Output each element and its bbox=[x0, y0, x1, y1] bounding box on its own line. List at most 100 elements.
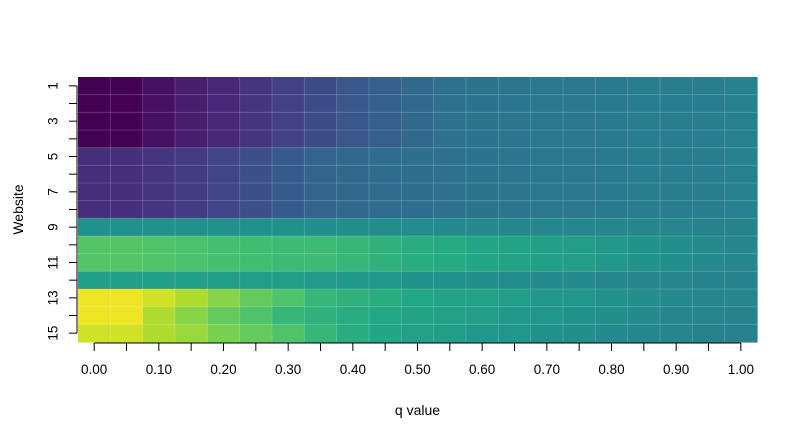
heatmap-cell bbox=[175, 112, 208, 131]
heatmap-cell bbox=[595, 200, 629, 219]
heatmap-cell bbox=[175, 94, 208, 113]
heatmap-cell bbox=[110, 147, 144, 166]
heatmap-cell bbox=[110, 130, 144, 149]
heatmap-cell bbox=[563, 200, 596, 219]
heatmap-cell bbox=[724, 306, 758, 325]
heatmap-cell bbox=[724, 253, 758, 272]
heatmap-cell bbox=[401, 253, 435, 272]
heatmap-cell bbox=[433, 271, 467, 290]
heatmap-cell bbox=[175, 130, 208, 149]
heatmap-cell bbox=[530, 77, 564, 96]
heatmap-cell bbox=[498, 324, 532, 343]
heatmap-cell bbox=[369, 218, 402, 237]
heatmap-cell bbox=[336, 271, 370, 290]
heatmap-cell bbox=[207, 253, 241, 272]
heatmap-cell bbox=[401, 271, 435, 290]
heatmap-cell bbox=[304, 306, 338, 325]
heatmap-cell bbox=[207, 306, 241, 325]
heatmap-cell bbox=[563, 306, 596, 325]
heatmap-cell bbox=[369, 200, 402, 219]
heatmap-cell bbox=[498, 183, 532, 202]
heatmap-cell bbox=[692, 112, 726, 131]
heatmap-cell bbox=[110, 77, 144, 96]
heatmap-cell bbox=[692, 271, 726, 290]
heatmap-cell bbox=[627, 130, 661, 149]
heatmap-cell bbox=[142, 94, 176, 113]
heatmap-cell bbox=[272, 324, 305, 343]
heatmap-cell bbox=[692, 289, 726, 308]
heatmap-cell bbox=[530, 200, 564, 219]
heatmap-cell bbox=[466, 130, 499, 149]
heatmap-cell bbox=[175, 324, 208, 343]
heatmap-cell bbox=[207, 94, 241, 113]
heatmap-cell bbox=[466, 218, 499, 237]
heatmap-cell bbox=[78, 112, 111, 131]
heatmap-cell bbox=[627, 112, 661, 131]
heatmap-cell bbox=[498, 77, 532, 96]
heatmap-cell bbox=[627, 200, 661, 219]
heatmap-cell bbox=[304, 236, 338, 255]
heatmap-cell bbox=[78, 289, 111, 308]
heatmap-cell bbox=[304, 253, 338, 272]
heatmap-cell bbox=[207, 183, 241, 202]
heatmap-cell bbox=[110, 218, 144, 237]
heatmap-cell bbox=[175, 165, 208, 184]
heatmap-cell bbox=[627, 306, 661, 325]
heatmap-cell bbox=[272, 165, 305, 184]
heatmap-cell bbox=[78, 306, 111, 325]
heatmap-cell bbox=[239, 94, 273, 113]
heatmap-cell bbox=[530, 147, 564, 166]
heatmap-cell bbox=[563, 94, 596, 113]
heatmap-cell bbox=[433, 253, 467, 272]
y-axis-title: Website bbox=[10, 184, 26, 235]
heatmap-cell bbox=[466, 183, 499, 202]
heatmap-cell bbox=[692, 77, 726, 96]
heatmap-cell bbox=[595, 218, 629, 237]
heatmap-cell bbox=[530, 94, 564, 113]
heatmap-cell bbox=[530, 306, 564, 325]
heatmap-cell bbox=[563, 147, 596, 166]
heatmap-cell bbox=[401, 94, 435, 113]
heatmap-cell bbox=[336, 289, 370, 308]
heatmap-cell bbox=[692, 200, 726, 219]
x-tick-label: 0.70 bbox=[534, 362, 560, 377]
heatmap-cell bbox=[724, 130, 758, 149]
y-tick-label: 3 bbox=[46, 117, 61, 125]
heatmap-cell bbox=[530, 271, 564, 290]
heatmap-cell bbox=[498, 147, 532, 166]
heatmap-cell bbox=[207, 271, 241, 290]
heatmap-cell bbox=[466, 271, 499, 290]
heatmap-cell bbox=[110, 306, 144, 325]
heatmap-cell bbox=[466, 306, 499, 325]
heatmap-cell bbox=[595, 271, 629, 290]
heatmap-cell bbox=[175, 271, 208, 290]
heatmap-cell bbox=[239, 236, 273, 255]
heatmap-cell bbox=[595, 147, 629, 166]
heatmap-cell bbox=[563, 289, 596, 308]
heatmap-cell bbox=[142, 324, 176, 343]
heatmap-cell bbox=[401, 218, 435, 237]
heatmap-cell bbox=[498, 130, 532, 149]
heatmap-cell bbox=[724, 94, 758, 113]
heatmap-cell bbox=[207, 324, 241, 343]
heatmap-cell bbox=[660, 324, 693, 343]
heatmap-cell bbox=[239, 183, 273, 202]
heatmap-cell bbox=[175, 200, 208, 219]
heatmap-cell bbox=[660, 112, 693, 131]
heatmap-cell bbox=[239, 77, 273, 96]
heatmap-cell bbox=[627, 147, 661, 166]
heatmap-cell bbox=[530, 236, 564, 255]
x-tick-label: 0.20 bbox=[210, 362, 236, 377]
heatmap-cell bbox=[78, 253, 111, 272]
heatmap-cell bbox=[110, 183, 144, 202]
heatmap-cell bbox=[401, 165, 435, 184]
heatmap-cell bbox=[110, 253, 144, 272]
heatmap-cell bbox=[272, 218, 305, 237]
heatmap-cell bbox=[369, 183, 402, 202]
heatmap-cell bbox=[627, 165, 661, 184]
heatmap-cell bbox=[660, 236, 693, 255]
x-axis-title: q value bbox=[395, 402, 440, 418]
heatmap-cell bbox=[627, 236, 661, 255]
heatmap-cell bbox=[401, 324, 435, 343]
heatmap-cell bbox=[369, 77, 402, 96]
